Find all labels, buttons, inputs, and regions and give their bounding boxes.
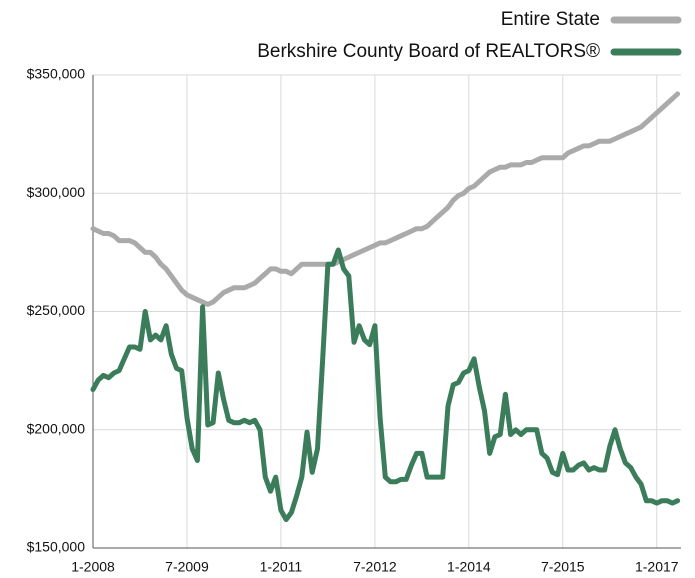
- y-tick-label: $250,000: [27, 302, 86, 318]
- legend-label: Berkshire County Board of REALTORS®: [257, 41, 600, 62]
- y-tick-label: $200,000: [27, 420, 86, 436]
- series-line: [90, 247, 681, 523]
- y-tick-label: $150,000: [27, 539, 86, 555]
- x-tick-label: 7-2012: [353, 559, 397, 575]
- x-tick-label: 1-2014: [447, 559, 491, 575]
- legend-label: Entire State: [501, 9, 600, 30]
- series-line: [90, 91, 681, 307]
- x-tick-label: 1-2008: [71, 559, 115, 575]
- y-tick-label: $300,000: [27, 184, 86, 200]
- x-tick-label: 1-2011: [260, 559, 303, 575]
- y-tick-label: $350,000: [27, 66, 86, 82]
- x-tick-label: 7-2009: [165, 559, 209, 575]
- x-tick-label: 7-2015: [541, 559, 585, 575]
- x-tick-label: 1-2017: [635, 559, 679, 575]
